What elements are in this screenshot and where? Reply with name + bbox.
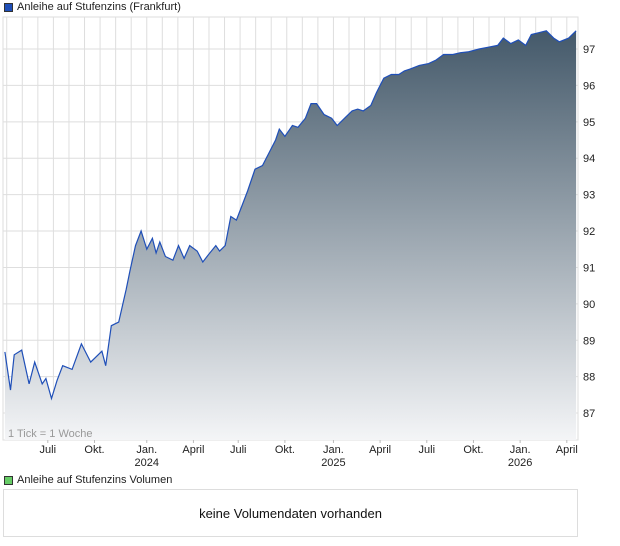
y-tick-label: 94 [583,153,595,165]
x-tick-label: Okt. [84,444,104,456]
y-tick-label: 89 [583,335,595,347]
volume-empty-message: keine Volumendaten vorhanden [199,505,382,521]
price-chart: 87 88 89 90 91 92 93 94 95 96 97 1 Tick = 1 Woche Ju… [2,16,595,469]
volume-panel: keine Volumendaten vorhanden [3,489,578,537]
x-tick-year-label: 2024 [135,457,159,469]
x-tick-label: April [182,444,204,456]
x-tick-year-label: 2025 [321,457,345,469]
y-tick-label: 91 [583,262,595,274]
volume-legend-swatch [4,475,13,485]
y-tick-label: 90 [583,299,595,311]
price-legend: Anleihe auf Stufenzins (Frankfurt) [4,1,181,13]
x-tick-label: Juli [419,444,436,456]
y-tick-label: 95 [583,117,595,129]
tick-interval-note: 1 Tick = 1 Woche [8,428,92,440]
price-area [4,30,577,441]
y-tick-label: 97 [583,44,595,56]
x-tick-year-label: 2026 [508,457,532,469]
x-tick-label: Okt. [275,444,295,456]
x-tick-label: Jan. [323,444,344,456]
x-tick-label: Jan. [136,444,157,456]
price-legend-label: Anleihe auf Stufenzins (Frankfurt) [17,1,181,13]
volume-legend-label: Anleihe auf Stufenzins Volumen [17,474,173,486]
y-tick-label: 92 [583,226,595,238]
y-tick-label: 88 [583,372,595,384]
y-tick-label: 87 [583,408,595,420]
x-tick-label: April [369,444,391,456]
x-tick-label: April [556,444,578,456]
y-tick-label: 96 [583,80,595,92]
y-tick-label: 93 [583,190,595,202]
x-tick-label: Jan. [510,444,531,456]
volume-legend: Anleihe auf Stufenzins Volumen [4,474,172,486]
price-legend-swatch [4,2,13,12]
x-tick-label: Juli [230,444,247,456]
price-line [4,30,577,401]
x-tick-label: Okt. [463,444,483,456]
x-tick-label: Juli [40,444,57,456]
